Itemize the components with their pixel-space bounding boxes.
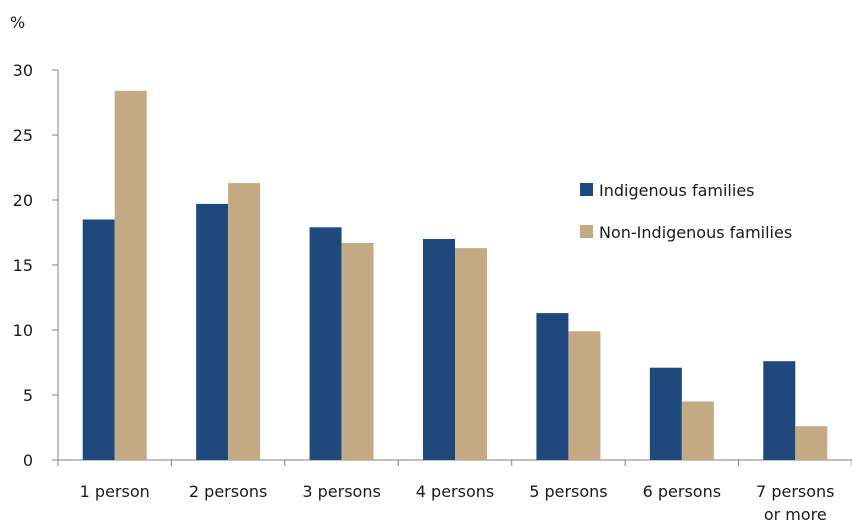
bar-non-indigenous	[681, 401, 714, 460]
bar-non-indigenous	[455, 248, 487, 460]
bar-non-indigenous	[795, 426, 828, 460]
bar-indigenous	[423, 239, 455, 460]
x-tick-label-line: 7 persons	[756, 482, 834, 501]
x-tick-label: 2 persons	[189, 482, 267, 501]
bar-non-indigenous	[568, 331, 601, 460]
x-tick-label: 7 persons or more	[756, 482, 834, 524]
legend-label: Non-Indigenous families	[599, 223, 792, 242]
x-tick-label-line: 2 persons	[189, 482, 267, 501]
x-tick-label: 1 person	[80, 482, 150, 501]
x-tick-label-line: 4 persons	[416, 482, 494, 501]
bar-indigenous	[763, 361, 796, 460]
x-tick-label-line: 6 persons	[643, 482, 721, 501]
y-tick-label: 30	[13, 61, 33, 80]
bar-indigenous	[196, 203, 229, 460]
legend-swatch	[580, 183, 593, 196]
y-axis-label: %	[10, 13, 25, 32]
x-tick-label: 5 persons	[529, 482, 607, 501]
legend: Indigenous families Non-Indigenous famili…	[580, 181, 792, 242]
x-axis: 1 person 2 persons 3 persons 4 persons 5 per…	[57, 459, 852, 524]
x-tick-label-line: 3 persons	[302, 482, 380, 501]
bar-indigenous	[82, 219, 115, 460]
y-axis: 0 5 10 15 20 25 30	[13, 61, 59, 470]
y-tick-label: 10	[13, 321, 33, 340]
x-tick-label-line: 1 person	[80, 482, 150, 501]
bar-non-indigenous	[114, 90, 147, 461]
y-tick-label: 25	[13, 126, 33, 145]
x-tick-label: 3 persons	[302, 482, 380, 501]
legend-label: Indigenous families	[599, 181, 755, 200]
y-tick-label: 5	[23, 386, 33, 405]
y-tick-label: 0	[23, 451, 33, 470]
bar-non-indigenous	[228, 183, 261, 460]
x-tick-label-line: 5 persons	[529, 482, 607, 501]
bars	[82, 90, 828, 461]
x-tick-label: 4 persons	[416, 482, 494, 501]
x-tick-label-line: or more	[764, 505, 827, 524]
bar-indigenous	[649, 367, 682, 460]
y-tick-label: 15	[13, 256, 33, 275]
y-tick-label: 20	[13, 191, 33, 210]
bar-indigenous	[536, 313, 569, 460]
bar-indigenous	[309, 227, 342, 460]
legend-swatch	[580, 225, 593, 238]
bar-non-indigenous	[341, 242, 374, 460]
x-tick-label: 6 persons	[643, 482, 721, 501]
